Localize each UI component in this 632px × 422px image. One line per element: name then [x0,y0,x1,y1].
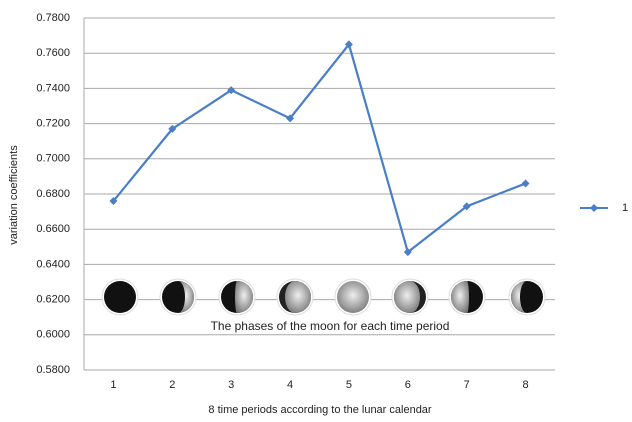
x-tick-label: 4 [287,379,293,391]
annotation: The phases of the moon for each time per… [211,319,450,333]
x-tick-label: 3 [228,379,234,391]
y-tick-label: 0.7800 [36,12,70,24]
plot: 0.5800 0.6000 0.6200 0.6400 0.6600 0.6800 0.70… [36,12,628,391]
y-tick-label: 0.7200 [36,118,70,130]
x-tick-label: 8 [523,379,529,391]
chart: The phases of the moon for each time per… [0,0,632,422]
y-tick-label: 0.6000 [36,329,70,341]
legend-label: 1 [622,202,628,214]
point-marker [522,179,530,187]
x-tick-label: 5 [346,379,352,391]
y-tick-label: 0.7000 [36,153,70,165]
y-tick-label: 0.7600 [36,47,70,59]
y-tick-label: 0.6200 [36,294,70,306]
y-tick-label: 0.6400 [36,258,70,270]
y-tick-label: 0.5800 [36,364,70,376]
moon-phases [102,279,545,315]
x-tick-label: 6 [405,379,411,391]
y-axis-label: variation coefficients [8,145,20,245]
x-tick-label: 1 [110,379,116,391]
y-tick-label: 0.6800 [36,188,70,200]
x-axis-label: 8 time periods according to the lunar ca… [208,404,432,416]
x-tick-label: 2 [169,379,175,391]
legend-marker [590,204,598,212]
y-tick-label: 0.7400 [36,82,70,94]
x-tick-label: 7 [464,379,470,391]
y-tick-label: 0.6600 [36,223,70,235]
series-line [113,44,525,252]
